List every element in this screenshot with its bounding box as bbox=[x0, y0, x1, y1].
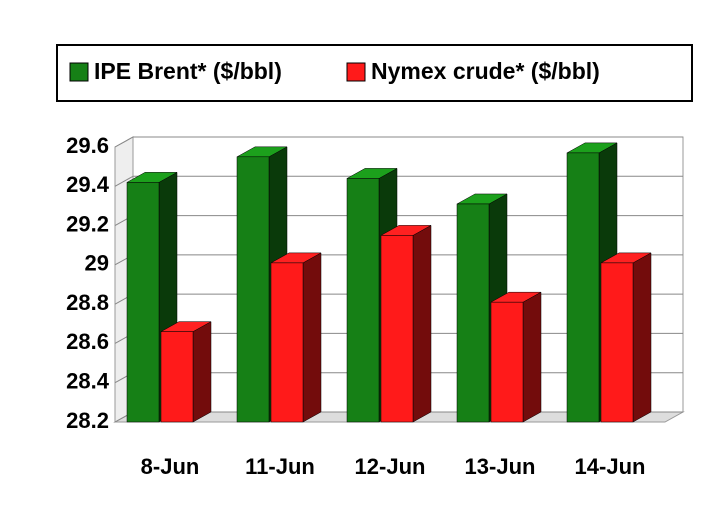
legend-label: IPE Brent* ($/bbl) bbox=[94, 58, 282, 84]
bar bbox=[380, 235, 414, 423]
x-tick-label: 13-Jun bbox=[465, 454, 536, 479]
bar bbox=[456, 203, 490, 423]
bar bbox=[126, 182, 160, 423]
legend-box bbox=[56, 44, 693, 102]
y-tick-label: 28.8 bbox=[66, 290, 109, 315]
bar-side bbox=[192, 321, 212, 423]
bar bbox=[236, 156, 270, 423]
bar-side bbox=[412, 224, 432, 423]
y-tick-label: 28.2 bbox=[66, 408, 109, 433]
x-tick-label: 11-Jun bbox=[245, 454, 315, 479]
bar bbox=[160, 331, 194, 423]
y-tick-label: 29 bbox=[85, 251, 109, 276]
grid-line-side bbox=[114, 175, 134, 187]
x-tick-label: 12-Jun bbox=[355, 454, 426, 479]
x-tick-label: 8-Jun bbox=[141, 454, 200, 479]
bar bbox=[566, 152, 600, 423]
bar bbox=[490, 301, 524, 423]
bar-side bbox=[302, 252, 322, 423]
bar-side bbox=[522, 291, 542, 423]
bar bbox=[600, 262, 634, 423]
y-tick-label: 29.6 bbox=[66, 133, 109, 158]
y-tick-label: 28.4 bbox=[66, 369, 110, 394]
legend-label: Nymex crude* ($/bbl) bbox=[371, 58, 600, 84]
legend-swatch bbox=[69, 62, 89, 82]
bar bbox=[346, 178, 380, 423]
y-tick-label: 29.4 bbox=[66, 172, 110, 197]
x-tick-label: 14-Jun bbox=[575, 454, 646, 479]
y-tick-label: 29.2 bbox=[66, 211, 109, 236]
bar bbox=[270, 262, 304, 423]
bar-side bbox=[632, 252, 652, 423]
grid-line-side bbox=[114, 136, 134, 148]
legend-swatch bbox=[346, 62, 366, 82]
y-tick-label: 28.6 bbox=[66, 329, 109, 354]
